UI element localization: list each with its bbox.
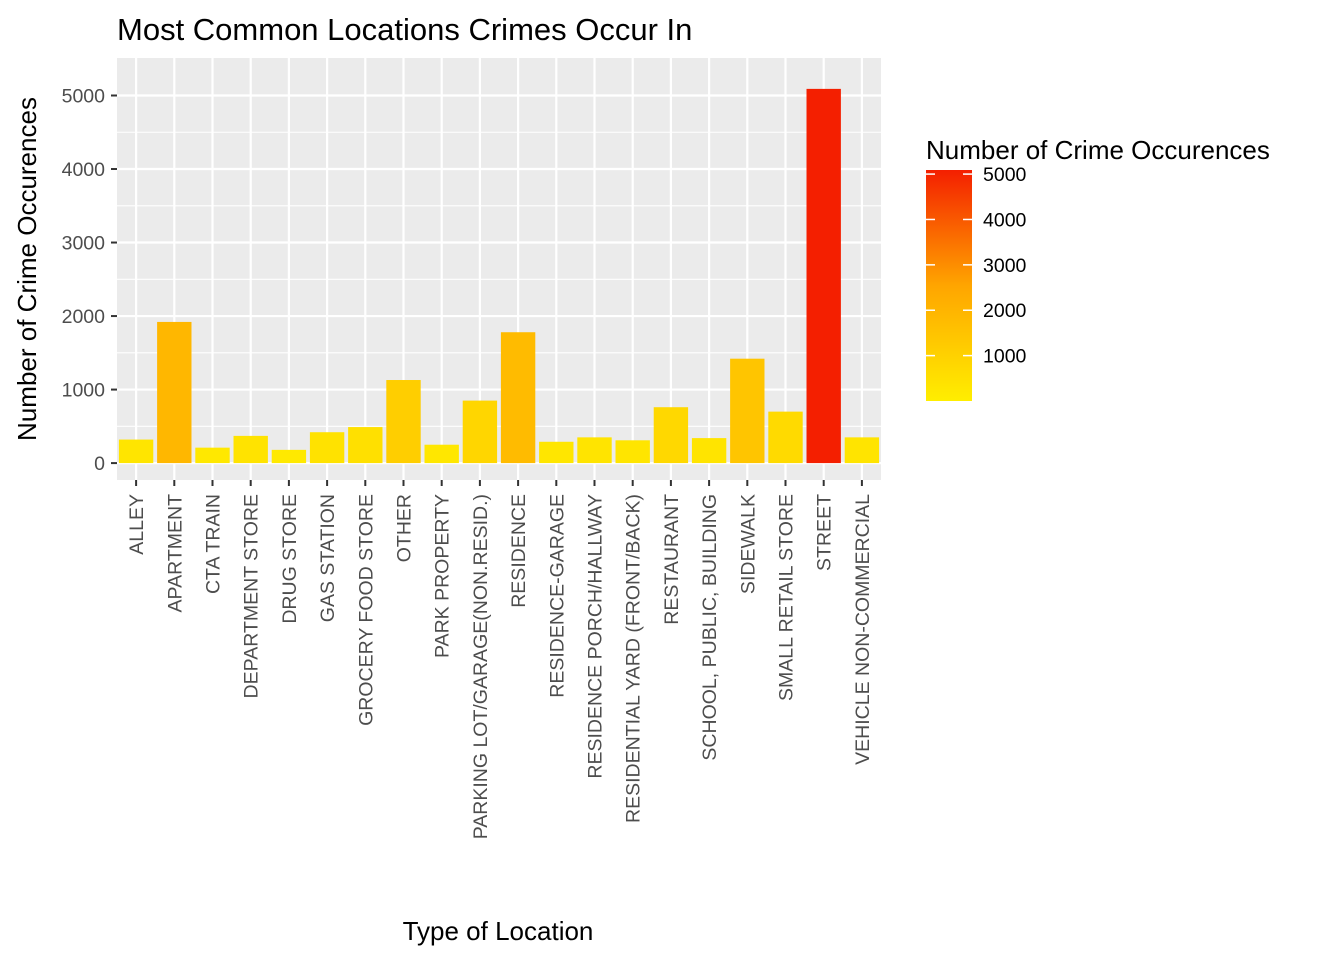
legend-tick-label: 5000 — [983, 164, 1027, 186]
y-tick-label: 4000 — [62, 159, 106, 181]
grid-lines — [117, 58, 881, 480]
y-axis-title: Number of Crime Occurences — [12, 97, 42, 441]
legend-tick-label: 3000 — [983, 255, 1027, 277]
x-tick-label: RESTAURANT — [661, 494, 683, 625]
bar-8 — [424, 444, 459, 464]
bar-3 — [233, 435, 268, 464]
x-tick-label: PARKING LOT/GARAGE(NON.RESID.) — [470, 494, 492, 839]
x-axis-title: Type of Location — [403, 916, 594, 946]
bar-10 — [500, 332, 536, 464]
bar-4 — [271, 449, 307, 464]
legend-tick-label: 1000 — [983, 346, 1027, 368]
legend-tick-label: 4000 — [983, 209, 1027, 231]
bar-0 — [118, 439, 154, 464]
color-legend: Number of Crime Occurences 1000 2000 3000 4… — [926, 135, 1270, 401]
x-tick-label: PARK PROPERTY — [432, 494, 454, 658]
bar-17 — [768, 411, 803, 464]
bar-13 — [615, 440, 650, 464]
x-tick-label: RESIDENCE PORCH/HALLWAY — [585, 494, 607, 779]
y-tick-label: 1000 — [62, 380, 106, 402]
y-tick-label: 5000 — [62, 85, 106, 107]
bar-12 — [577, 437, 612, 464]
x-tick-label: RESIDENTIAL YARD (FRONT/BACK) — [623, 494, 645, 823]
bar-15 — [691, 438, 727, 464]
y-axis: 0 1000 2000 3000 4000 5000 — [62, 85, 117, 475]
x-tick-label: ALLEY — [126, 494, 148, 555]
y-tick-label: 0 — [94, 453, 105, 475]
x-tick-label: SMALL RETAIL STORE — [776, 494, 798, 701]
x-axis: ALLEY APARTMENT CTA TRAIN DEPARTMENT STORE D… — [126, 480, 874, 839]
bar-6 — [348, 427, 383, 464]
x-tick-label: DRUG STORE — [279, 494, 301, 624]
bar-19 — [844, 437, 880, 464]
x-tick-label: APARTMENT — [164, 494, 186, 613]
bar-5 — [309, 432, 345, 464]
x-tick-label: DEPARTMENT STORE — [241, 494, 263, 698]
plot-panel — [117, 58, 881, 480]
x-tick-label: RESIDENCE — [508, 494, 530, 608]
bar-14 — [653, 407, 689, 464]
x-tick-label: OTHER — [394, 494, 416, 562]
x-tick-label: STREET — [814, 494, 836, 571]
bar-9 — [462, 400, 498, 464]
x-tick-label: GROCERY FOOD STORE — [355, 494, 377, 726]
legend-tick-label: 2000 — [983, 300, 1027, 322]
bar-1 — [157, 321, 192, 464]
y-tick-label: 3000 — [62, 233, 106, 255]
x-tick-label: VEHICLE NON-COMMERCIAL — [852, 494, 874, 765]
chart-title: Most Common Locations Crimes Occur In — [117, 12, 692, 47]
x-tick-label: GAS STATION — [317, 494, 339, 622]
bar-2 — [195, 447, 230, 464]
legend-color-bar — [926, 170, 972, 401]
legend-title: Number of Crime Occurences — [926, 135, 1270, 165]
bar-18 — [806, 88, 841, 464]
x-tick-label: CTA TRAIN — [203, 494, 225, 594]
x-tick-label: SCHOOL, PUBLIC, BUILDING — [699, 494, 721, 761]
bar-11 — [539, 441, 574, 464]
x-tick-label: RESIDENCE-GARAGE — [546, 494, 568, 698]
y-tick-label: 2000 — [62, 306, 106, 328]
bar-7 — [386, 380, 421, 464]
bars — [118, 88, 880, 464]
bar-16 — [730, 358, 765, 464]
x-tick-label: SIDEWALK — [737, 494, 759, 594]
